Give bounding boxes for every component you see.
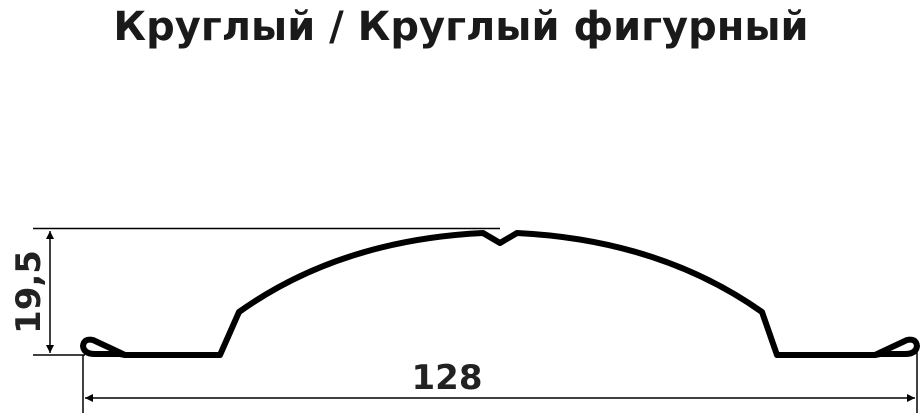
- width-dimension-label: 128: [412, 358, 483, 398]
- height-dimension-label: 19,5: [9, 250, 49, 334]
- diagram-title: Круглый / Круглый фигурный: [113, 4, 809, 50]
- profile-outline: [80, 230, 920, 358]
